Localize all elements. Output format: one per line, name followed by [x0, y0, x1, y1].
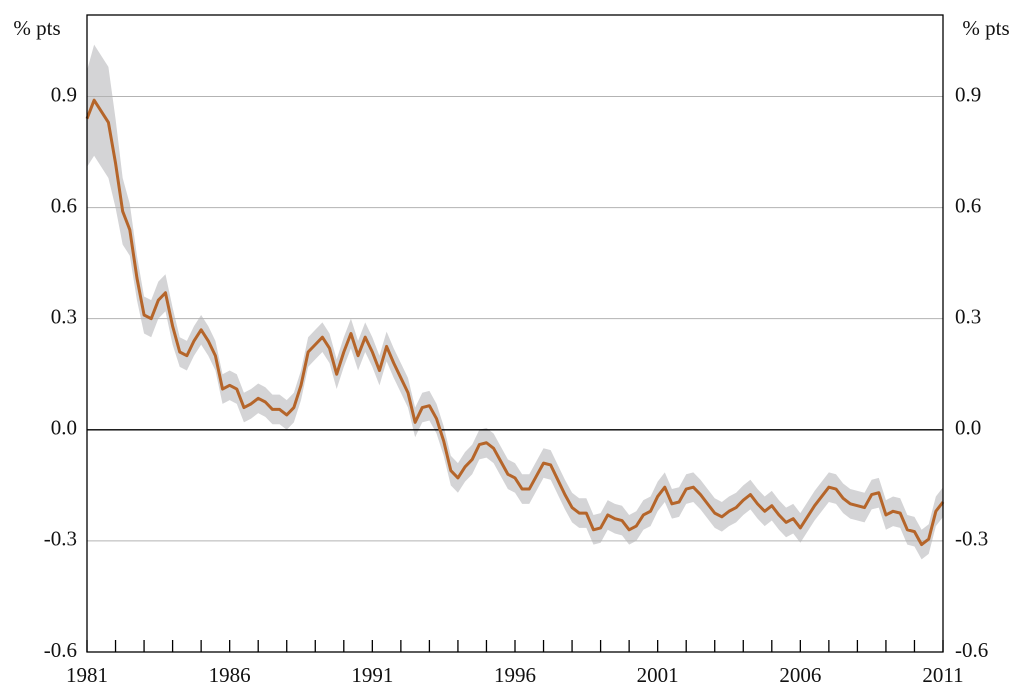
x-tick-label: 1981 [66, 663, 108, 687]
y2-tick-label: 0.6 [955, 193, 981, 217]
y2-tick-label: 0.9 [955, 82, 981, 106]
y-tick-label: 0.9 [51, 82, 77, 106]
y2-tick-label: -0.3 [955, 527, 988, 551]
x-tick-label: 2006 [779, 663, 821, 687]
y2-axis-label: % pts [962, 16, 1009, 40]
confidence-band [87, 44, 943, 560]
line [85, 98, 945, 547]
y-tick-label: 0.6 [51, 193, 77, 217]
y-tick-label: -0.6 [44, 638, 77, 662]
x-tick-label: 1996 [494, 663, 536, 687]
y-tick-label: -0.3 [44, 527, 77, 551]
x-tick-label: 1991 [351, 663, 393, 687]
plot-frame [86, 14, 944, 653]
y2-tick-label: 0.0 [955, 416, 981, 440]
x-tick-label: 2001 [637, 663, 679, 687]
x-tick-label: 1986 [209, 663, 251, 687]
y-tick-label: 0.0 [51, 416, 77, 440]
y-tick-label: 0.3 [51, 304, 77, 328]
y-axis-label: % pts [13, 16, 60, 40]
y2-tick-label: -0.6 [955, 638, 988, 662]
y2-tick-label: 0.3 [955, 304, 981, 328]
x-tick-label: 2011 [922, 663, 963, 687]
